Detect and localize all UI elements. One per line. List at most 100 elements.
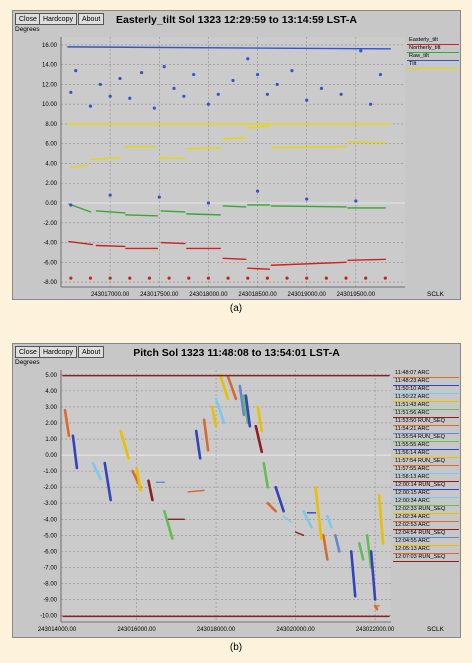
series-segment [147,479,154,502]
series-segment [70,164,88,169]
y-tick-label: 0.00 [45,201,57,207]
legend-swatch [393,488,459,490]
y-tick-label: -2.00 [43,485,57,491]
series-segment [119,429,130,460]
series-segment [294,531,305,537]
series-17 [210,405,218,428]
plot-area-a: 16.00 14.00 12.00 10.00 8.00 6.00 4.00 2.00 0.00… [42,37,405,298]
data-point [98,82,102,87]
data-point [108,276,112,280]
data-point [369,102,373,106]
series-22 [373,604,379,611]
data-point [206,201,211,205]
series-0 [68,240,387,280]
chart-window-a: Close Hardcopy About Easterly_tilt Sol 1… [12,10,461,300]
legend-label: 12:00:15 ARC [395,490,430,496]
data-point [162,65,166,69]
data-point [231,78,235,83]
x-tick-label: 243016000.00 [117,627,156,633]
legend-entry: 11:57:54 RUN_SEQ [393,458,459,466]
data-point [69,90,73,94]
data-point [246,57,250,61]
chart-title-a: Easterly_tilt Sol 1323 12:29:59 to 13:14… [115,14,358,26]
series-16 [357,542,365,561]
close-button-b[interactable]: Close [15,346,41,358]
legend-swatch [393,448,459,450]
series-segment [282,515,293,524]
legend-label: 12:00:34 ARC [395,498,430,504]
y-tick-label: -10.00 [40,614,58,620]
series-segment [95,210,126,214]
data-point [147,276,152,280]
data-point [172,86,176,90]
legend-swatch [393,384,459,386]
x-tick-label: 243018000.00 [197,627,236,633]
legend-label: Northerly_tilt [409,45,441,51]
y-tick-label: 6.00 [45,142,57,148]
legend-label: Tilt [409,61,417,67]
series-8 [242,394,373,569]
legend-entry: 11:58:13 ARC [393,474,459,482]
series-segment [262,461,270,489]
series-segment [63,408,71,438]
legend-swatch [393,456,459,458]
data-point [275,82,279,87]
series-segment [210,405,218,428]
about-button-a[interactable]: About [78,13,105,25]
series-1 [71,429,357,598]
data-point [255,72,260,77]
data-point [128,276,132,280]
legend-swatch [393,544,459,546]
data-point [255,189,260,193]
data-point [319,86,324,90]
series-13 [294,531,305,537]
series-segment [365,534,373,569]
legend-swatch [393,424,459,426]
legend-label: 12:04:55 ARC [395,538,430,544]
legend-label: 11:55:54 RUN_SEQ [395,434,445,440]
legend-entry: 11:51:56 ARC [393,410,459,418]
series-15 [326,514,333,529]
data-point [108,94,112,98]
series-segment [226,375,238,401]
hardcopy-button-a[interactable]: Hardcopy [39,13,77,25]
series-segment [244,394,252,428]
x-unit-a: SCLK [427,291,444,298]
series-segment [194,429,202,460]
data-point [216,92,220,96]
series-3 [119,373,323,540]
series-segment [214,397,226,425]
y-tick-label: 8.00 [45,122,57,128]
data-point [206,102,211,106]
data-point [305,276,309,280]
x-unit-b: SCLK [427,626,444,633]
x-tick-label: 243014000.00 [38,627,77,633]
legend-label: 11:55:55 ARC [395,442,430,448]
series-1 [68,203,387,217]
about-button-b[interactable]: About [78,346,105,358]
legend-label: 11:48:07 ARC [395,370,430,376]
y-tick-label: -4.00 [43,517,57,523]
y-tick-label: -8.00 [43,581,57,587]
y-tick-label: 1.00 [45,437,57,443]
series-segment [349,550,357,598]
hardcopy-button-b[interactable]: Hardcopy [39,346,77,358]
legend-label: Raw_tilt [409,53,429,59]
series-segment [222,205,247,208]
legend-label: 11:56:14 ARC [395,450,430,456]
data-point [226,276,230,280]
x-tick-label: 243019000.00 [288,292,327,298]
series-3 [67,123,391,169]
legend-swatch [393,472,459,474]
series-segment [160,241,186,245]
data-point [69,203,73,207]
series-11 [266,501,277,513]
legend-swatch [393,528,459,530]
series-19 [147,479,154,502]
data-point [305,197,309,201]
y-tick-label: -4.00 [43,241,57,247]
series-2 [91,397,313,529]
series-segment [270,145,347,149]
series-segment [71,434,79,470]
series-segment [135,466,142,492]
